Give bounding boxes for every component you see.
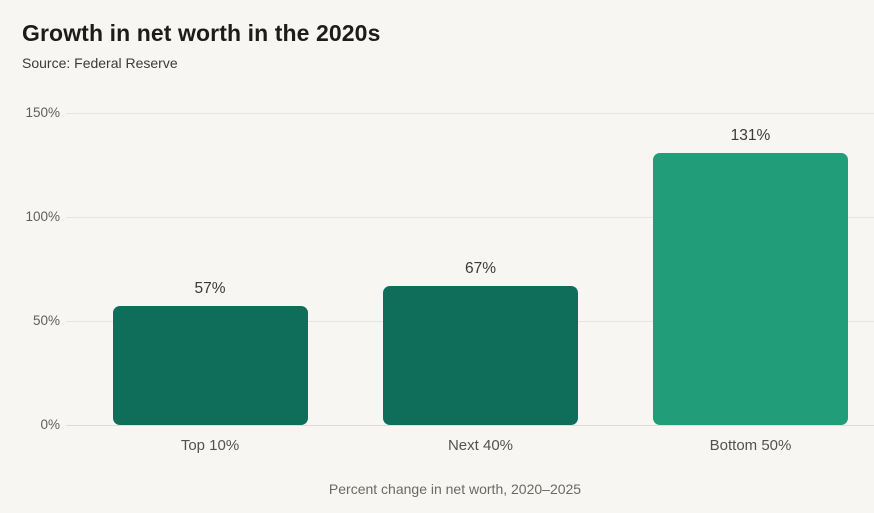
bar-top-10- [112,306,308,425]
y-axis-tick-label: 0% [40,417,60,432]
x-axis-category-label: Next 40% [447,437,514,454]
x-axis-caption: Percent change in net worth, 2020–2025 [328,481,582,497]
gridline-0 [66,425,874,426]
chart-source: Source: Federal Reserve [22,55,178,71]
chart-title: Growth in net worth in the 2020s [22,20,381,46]
bar-value-label: 57% [194,280,226,298]
bar-bottom-50- [653,152,848,425]
gridline-150 [66,113,874,114]
y-axis-tick-label: 100% [25,209,60,224]
x-axis-category-label: Bottom 50% [709,437,792,454]
y-axis-tick-label: 150% [25,105,60,120]
gridline-100 [66,217,874,218]
bar-value-label: 67% [464,259,497,277]
y-axis-tick-label: 50% [32,313,60,328]
x-axis-category-label: Top 10% [180,437,240,454]
bar-next-40- [383,285,578,425]
bar-value-label: 131% [730,126,771,144]
